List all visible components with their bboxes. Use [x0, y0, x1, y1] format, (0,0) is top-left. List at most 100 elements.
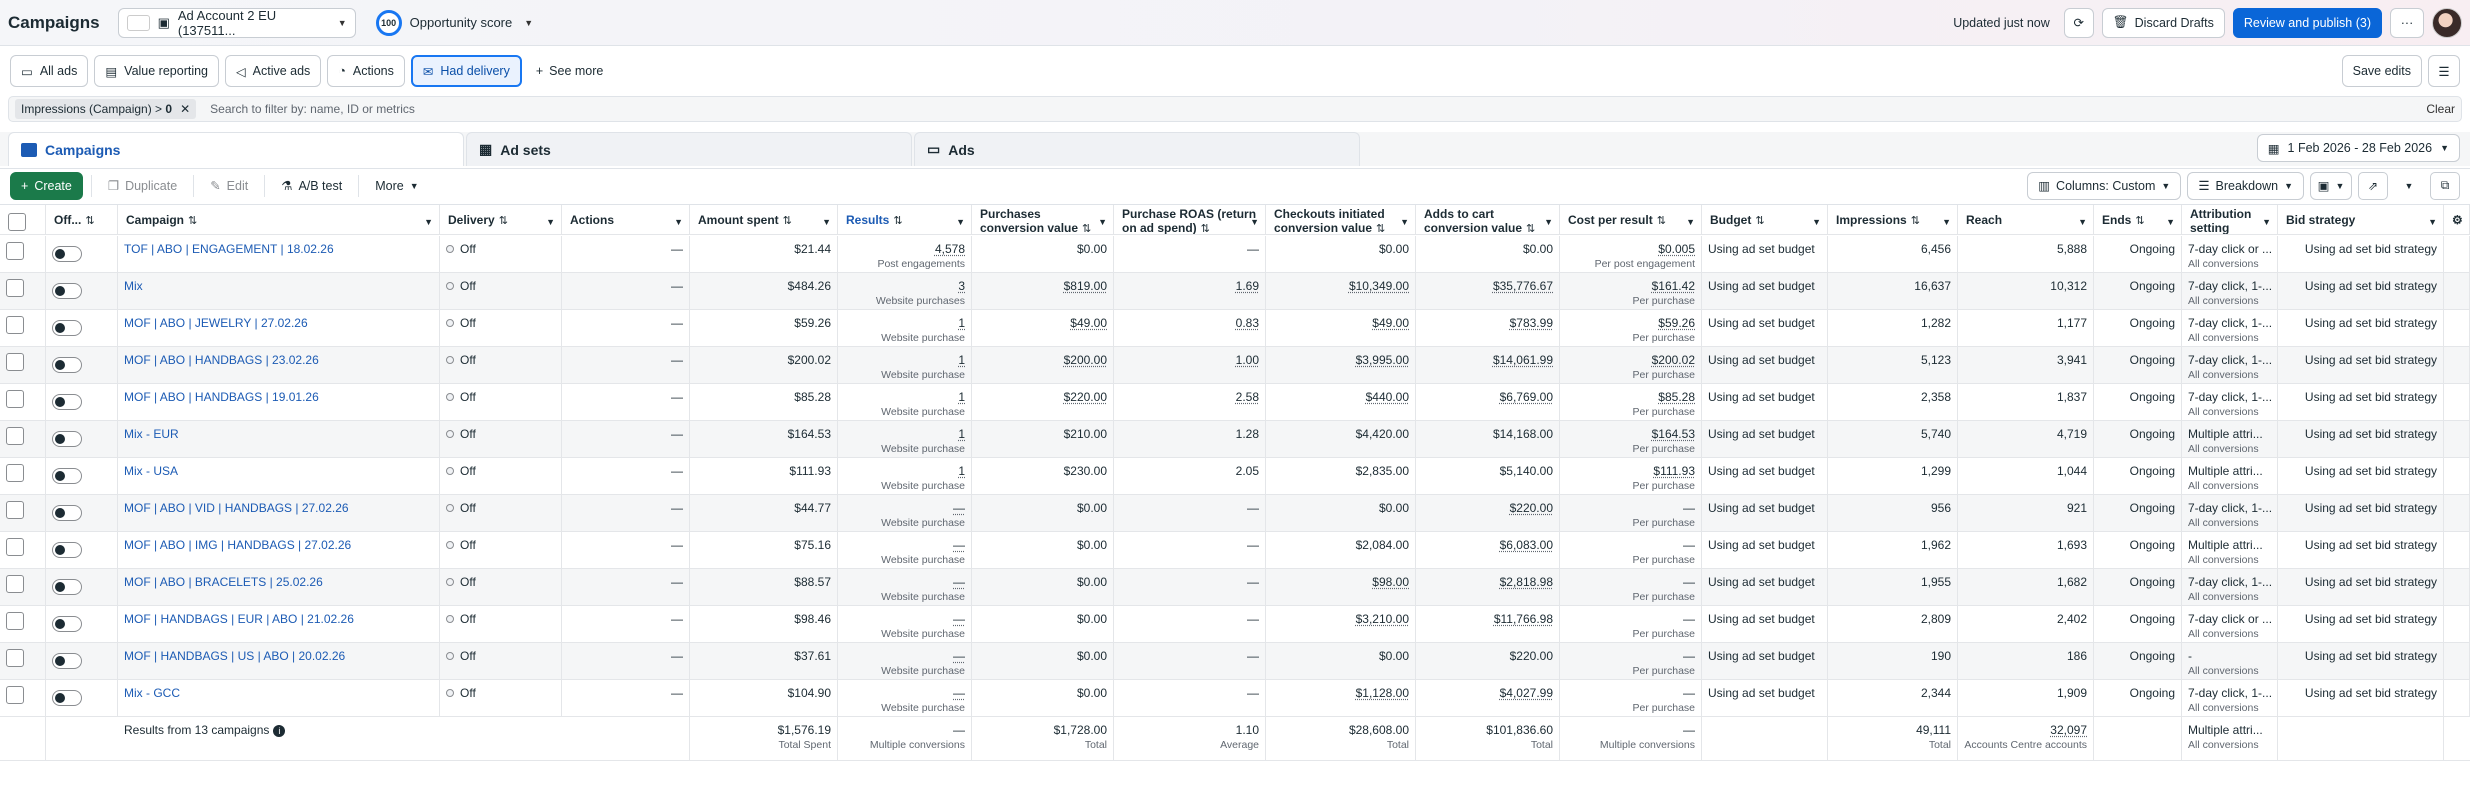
table-row[interactable]: MOF | ABO | IMG | HANDBAGS | 27.02.26 Off… [0, 532, 2470, 569]
campaign-name-link[interactable]: Mix - GCC [124, 686, 180, 700]
table-row[interactable]: Mix - EUR Off — $164.53 1 Website purchase $21… [0, 421, 2470, 458]
chevron-down-icon[interactable]: ▼ [1400, 217, 1409, 227]
export-button[interactable]: ⇗ [2358, 171, 2388, 200]
row-checkbox-cell[interactable] [0, 384, 46, 420]
toggle-cell[interactable] [46, 532, 118, 568]
sort-icon[interactable]: ⇅ [2135, 215, 2145, 227]
filter-settings-button[interactable]: ☰ [2428, 55, 2460, 87]
table-row[interactable]: MOF | HANDBAGS | US | ABO | 20.02.26 Off —… [0, 643, 2470, 680]
toggle-cell[interactable] [46, 606, 118, 642]
campaign-toggle[interactable] [52, 246, 82, 262]
search-input[interactable]: Search to filter by: name, ID or metrics [210, 102, 415, 116]
row-checkbox[interactable] [6, 279, 24, 297]
campaign-name-link[interactable]: MOF | ABO | IMG | HANDBAGS | 27.02.26 [124, 538, 352, 552]
chevron-down-icon[interactable]: ▼ [956, 217, 965, 227]
row-checkbox-cell[interactable] [0, 495, 46, 531]
columns-button[interactable]: ▥ Columns: Custom ▼ [2027, 171, 2182, 200]
row-checkbox[interactable] [6, 538, 24, 556]
row-checkbox-cell[interactable] [0, 569, 46, 605]
toggle-cell[interactable] [46, 495, 118, 531]
sort-icon[interactable]: ⇅ [1082, 223, 1092, 234]
sort-icon[interactable]: ⇅ [1755, 215, 1765, 227]
campaign-toggle[interactable] [52, 579, 82, 595]
row-checkbox[interactable] [6, 242, 24, 260]
row-checkbox-cell[interactable] [0, 421, 46, 457]
column-header-attr[interactable]: Attribution setting ▼ [2182, 205, 2278, 234]
row-checkbox[interactable] [6, 686, 24, 704]
chevron-down-icon[interactable]: ▼ [1812, 217, 1821, 227]
info-icon[interactable]: i [273, 725, 286, 737]
row-checkbox-cell[interactable] [0, 310, 46, 346]
table-row[interactable]: MOF | ABO | JEWELRY | 27.02.26 Off — $59.26… [0, 310, 2470, 347]
table-row[interactable]: MOF | ABO | HANDBAGS | 23.02.26 Off — $200.… [0, 347, 2470, 384]
row-checkbox[interactable] [6, 427, 24, 445]
chevron-down-icon[interactable]: ▼ [1686, 217, 1695, 227]
row-checkbox[interactable] [6, 353, 24, 371]
table-row[interactable]: MOF | ABO | VID | HANDBAGS | 27.02.26 Off… [0, 495, 2470, 532]
row-checkbox-cell[interactable] [0, 273, 46, 309]
column-settings-cell[interactable]: ⚙ [2444, 205, 2470, 234]
campaign-name-cell[interactable]: MOF | ABO | JEWELRY | 27.02.26 [118, 310, 440, 346]
row-checkbox-cell[interactable] [0, 347, 46, 383]
row-checkbox[interactable] [6, 575, 24, 593]
table-row[interactable]: Mix - GCC Off — $104.90 — Website purchase $0.… [0, 680, 2470, 717]
table-row[interactable]: Mix Off — $484.26 3 Website purchases $819.00 1… [0, 273, 2470, 310]
campaign-name-cell[interactable]: MOF | ABO | IMG | HANDBAGS | 27.02.26 [118, 532, 440, 568]
row-checkbox-cell[interactable] [0, 606, 46, 642]
row-checkbox-cell[interactable] [0, 236, 46, 272]
row-checkbox[interactable] [6, 501, 24, 519]
column-header-cpr[interactable]: Cost per result ⇅ ▼ [1560, 205, 1702, 234]
sort-icon[interactable]: ⇅ [1200, 223, 1210, 234]
chevron-down-icon[interactable]: ▼ [822, 217, 831, 227]
campaign-toggle[interactable] [52, 616, 82, 632]
campaign-name-cell[interactable]: MOF | ABO | HANDBAGS | 19.01.26 [118, 384, 440, 420]
save-edits-button[interactable]: Save edits [2341, 55, 2422, 87]
toggle-cell[interactable] [46, 680, 118, 716]
tab-campaigns[interactable]: Campaigns [8, 132, 464, 166]
campaign-name-link[interactable]: MOF | ABO | HANDBAGS | 23.02.26 [124, 353, 319, 367]
close-icon[interactable]: ✕ [180, 102, 191, 116]
sort-icon[interactable]: ⇅ [1526, 223, 1536, 234]
table-row[interactable]: TOF | ABO | ENGAGEMENT | 18.02.26 Off — $21… [0, 236, 2470, 273]
duplicate-button[interactable]: ❐ Duplicate [100, 172, 185, 200]
toggle-cell[interactable] [46, 421, 118, 457]
column-header-actions[interactable]: Actions ▼ [562, 205, 690, 234]
sort-icon[interactable]: ⇅ [1910, 215, 1920, 227]
campaign-toggle[interactable] [52, 468, 82, 484]
reports-button[interactable]: ▣ ▼ [2310, 171, 2352, 200]
see-more-button[interactable]: + See more [536, 64, 604, 78]
campaign-name-cell[interactable]: TOF | ABO | ENGAGEMENT | 18.02.26 [118, 236, 440, 272]
column-header-impr[interactable]: Impressions ⇅ ▼ [1828, 205, 1958, 234]
campaign-name-cell[interactable]: Mix [118, 273, 440, 309]
toggle-cell[interactable] [46, 347, 118, 383]
campaign-name-cell[interactable]: Mix - EUR [118, 421, 440, 457]
row-checkbox[interactable] [6, 612, 24, 630]
column-header-results[interactable]: Results ⇅ ▼ [838, 205, 972, 234]
campaign-name-link[interactable]: Mix - EUR [124, 427, 179, 441]
campaign-name-link[interactable]: MOF | ABO | JEWELRY | 27.02.26 [124, 316, 308, 330]
sort-icon[interactable]: ⇅ [188, 215, 198, 227]
column-header-checkouts[interactable]: Checkouts initiated conversion value ⇅ ▼ [1266, 205, 1416, 234]
chevron-down-icon[interactable]: ▼ [546, 217, 555, 227]
campaign-name-link[interactable]: MOF | ABO | BRACELETS | 25.02.26 [124, 575, 323, 589]
clear-filters-button[interactable]: Clear [2426, 102, 2455, 116]
sort-icon[interactable]: ⇅ [85, 215, 95, 227]
campaign-name-cell[interactable]: MOF | HANDBAGS | EUR | ABO | 21.02.26 [118, 606, 440, 642]
review-publish-button[interactable]: Review and publish (3) [2232, 7, 2382, 38]
search-filter-bar[interactable]: Impressions (Campaign) > 0 ✕ Search to f… [8, 96, 2462, 122]
campaign-name-link[interactable]: Mix [124, 279, 143, 293]
chevron-down-icon[interactable]: ▼ [424, 217, 433, 227]
campaign-name-link[interactable]: MOF | ABO | VID | HANDBAGS | 27.02.26 [124, 501, 349, 515]
toggle-cell[interactable] [46, 310, 118, 346]
campaign-toggle[interactable] [52, 283, 82, 299]
chevron-down-icon[interactable]: ▼ [1942, 217, 1951, 227]
chevron-down-icon[interactable]: ▼ [2166, 217, 2175, 227]
chevron-down-icon[interactable]: ▼ [674, 217, 683, 227]
campaign-name-cell[interactable]: MOF | HANDBAGS | US | ABO | 20.02.26 [118, 643, 440, 679]
campaign-name-link[interactable]: MOF | HANDBAGS | EUR | ABO | 21.02.26 [124, 612, 354, 626]
column-header-amount[interactable]: Amount spent ⇅ ▼ [690, 205, 838, 234]
row-checkbox-cell[interactable] [0, 680, 46, 716]
account-selector[interactable]: ▣ Ad Account 2 EU (137511... ▼ [117, 7, 356, 38]
column-header-adds[interactable]: Adds to cart conversion value ⇅ ▼ [1416, 205, 1560, 234]
tab-ad-sets[interactable]: ▦ Ad sets [466, 132, 912, 166]
